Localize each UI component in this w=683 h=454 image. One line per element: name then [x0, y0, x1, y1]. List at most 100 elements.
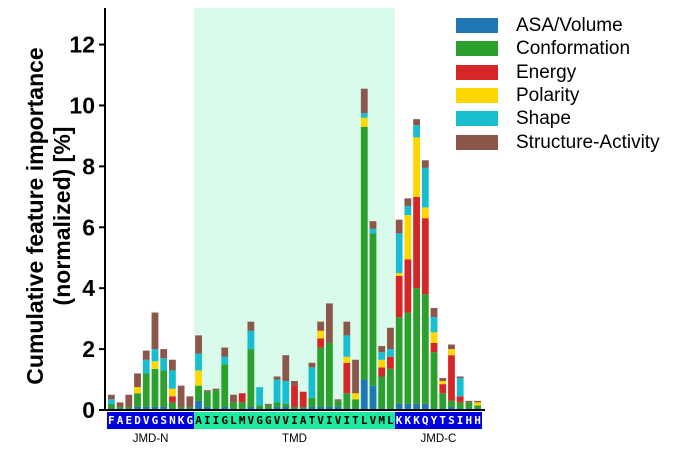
bar-segment	[378, 359, 386, 368]
bar-segment	[387, 368, 394, 409]
bar-segment	[221, 406, 229, 410]
bar-segment	[142, 350, 150, 360]
sequence-residue: M	[237, 412, 247, 429]
y-axis-label-line: Cumulative feature importance	[22, 47, 48, 384]
bar-segment	[343, 321, 351, 336]
bar-segment	[169, 396, 176, 403]
bar-segment	[247, 330, 255, 350]
bar-segment	[430, 307, 438, 318]
bar-segment	[186, 396, 194, 407]
bar-segment	[299, 391, 307, 407]
sequence-residue: T	[438, 412, 448, 429]
bar-segment	[116, 402, 124, 407]
bar-segment	[107, 394, 115, 400]
bar-segment	[273, 379, 281, 403]
sequence-residue: A	[194, 412, 203, 429]
y-axis-label: Cumulative feature importance(normalized…	[22, 47, 75, 384]
sequence-residue: I	[342, 412, 352, 429]
sequence-residue: H	[473, 412, 482, 429]
legend-label: Polarity	[516, 85, 580, 107]
sequence-residue: A	[115, 412, 125, 429]
bar-segment	[430, 332, 438, 343]
legend-item: ASA/Volume	[456, 14, 660, 37]
bar-segment	[334, 399, 342, 401]
sequence-residue: V	[316, 412, 325, 429]
bar-segment	[195, 370, 202, 386]
bar-segment	[395, 276, 403, 318]
bar-segment	[169, 359, 176, 371]
bar-segment	[421, 218, 429, 295]
bar-segment	[369, 221, 377, 229]
bar-segment	[413, 288, 420, 404]
bar-segment	[360, 113, 368, 118]
y-ticks: 0 2 4 6 8 10 12	[69, 32, 105, 423]
bars-group	[107, 88, 482, 410]
bar-segment	[352, 399, 359, 409]
bar-segment	[439, 393, 447, 409]
bar-segment	[317, 338, 325, 348]
bar-segment	[125, 406, 133, 409]
bar-segment	[456, 378, 464, 397]
y-tick-label: 4	[82, 275, 95, 301]
bar-segment	[125, 394, 133, 407]
bar-segment	[465, 402, 473, 409]
bar-segment	[413, 403, 420, 410]
bar-segment	[448, 355, 455, 401]
bar-segment	[238, 393, 246, 403]
bar-segment	[395, 233, 403, 273]
bar-segment	[317, 406, 325, 410]
sequence-residue: E	[124, 412, 134, 429]
bar-segment	[456, 396, 464, 403]
bar-segment	[308, 367, 316, 398]
bar-segment	[448, 349, 455, 356]
bar-segment	[360, 126, 368, 380]
sequence-residue: Q	[420, 412, 430, 429]
bar-segment	[230, 394, 237, 403]
bar-segment	[456, 402, 464, 409]
bar-segment	[378, 367, 386, 377]
sequence-residue: G	[220, 412, 230, 429]
bar-segment	[221, 356, 229, 365]
bar-segment	[203, 391, 211, 407]
bar-segment	[325, 343, 333, 407]
bar-segment	[369, 233, 377, 386]
bar-segment	[378, 376, 386, 409]
bar-segment	[142, 359, 150, 374]
bar-segment	[273, 402, 281, 407]
legend-swatch	[456, 41, 498, 57]
bar-segment	[387, 327, 394, 350]
bar-segment	[474, 405, 482, 409]
legend-swatch	[456, 134, 498, 150]
legend-label: Structure-Activity	[516, 131, 660, 153]
sequence-residue: T	[351, 412, 360, 429]
bar-segment	[160, 406, 168, 410]
bar-segment	[151, 361, 159, 369]
sequence-residue: L	[229, 412, 238, 429]
bar-segment	[369, 228, 377, 234]
sequence-residue: K	[412, 412, 421, 429]
bar-segment	[413, 137, 420, 197]
sequence-residue: I	[290, 412, 299, 429]
bar-segment	[247, 406, 255, 410]
legend-item: Polarity	[456, 84, 660, 107]
sequence-residue: I	[202, 412, 212, 429]
bar-segment	[421, 294, 429, 404]
bar-segment	[413, 119, 420, 126]
sequence-residue: I	[324, 412, 334, 429]
legend-item: Conformation	[456, 37, 660, 60]
bar-segment	[160, 358, 168, 371]
sequence-residue: V	[141, 412, 151, 429]
bar-segment	[325, 406, 333, 410]
bar-segment	[421, 207, 429, 219]
bar-segment	[395, 317, 403, 404]
bar-segment	[413, 125, 420, 138]
bar-segment	[282, 381, 290, 404]
bar-segment	[430, 343, 438, 353]
bar-segment	[116, 406, 124, 409]
bar-segment	[404, 215, 412, 260]
bar-segment	[448, 400, 455, 407]
legend-item: Structure-Activity	[456, 130, 660, 153]
y-tick-label: 12	[69, 32, 95, 58]
bar-segment	[291, 385, 298, 407]
